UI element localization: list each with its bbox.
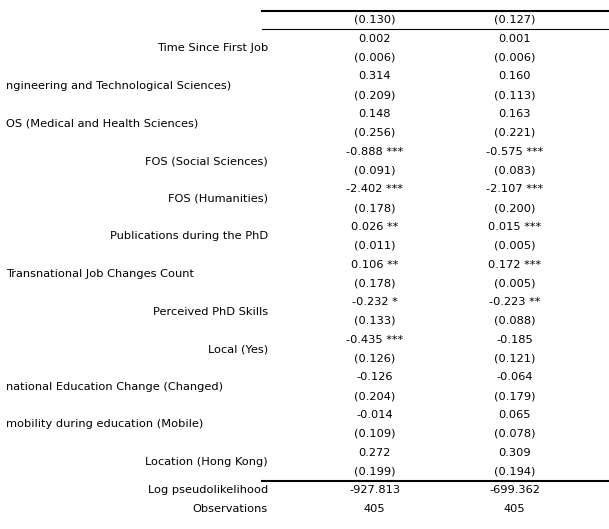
Text: -0.232 *: -0.232 * xyxy=(351,297,398,307)
Text: 405: 405 xyxy=(504,504,526,514)
Text: -0.014: -0.014 xyxy=(356,410,393,420)
Text: (0.133): (0.133) xyxy=(354,316,395,326)
Text: 0.015 ***: 0.015 *** xyxy=(488,222,541,232)
Text: Perceived PhD Skills: Perceived PhD Skills xyxy=(153,306,268,316)
Text: 0.172 ***: 0.172 *** xyxy=(488,260,541,269)
Text: (0.126): (0.126) xyxy=(354,353,395,363)
Text: Observations: Observations xyxy=(192,504,268,514)
Text: (0.209): (0.209) xyxy=(354,90,395,100)
Text: (0.091): (0.091) xyxy=(354,166,395,176)
Text: (0.194): (0.194) xyxy=(494,467,535,477)
Text: 0.002: 0.002 xyxy=(358,34,391,44)
Text: (0.221): (0.221) xyxy=(494,128,535,138)
Text: 0.106 **: 0.106 ** xyxy=(351,260,398,269)
Text: 0.065: 0.065 xyxy=(498,410,531,420)
Text: 0.314: 0.314 xyxy=(358,71,391,81)
Text: -2.107 ***: -2.107 *** xyxy=(486,184,543,194)
Text: 0.160: 0.160 xyxy=(498,71,531,81)
Text: -0.888 ***: -0.888 *** xyxy=(346,147,403,157)
Text: 0.272: 0.272 xyxy=(358,448,391,458)
Text: (0.256): (0.256) xyxy=(354,128,395,138)
Text: (0.109): (0.109) xyxy=(354,429,395,439)
Text: -0.575 ***: -0.575 *** xyxy=(486,147,543,157)
Text: -927.813: -927.813 xyxy=(349,485,400,495)
Text: (0.113): (0.113) xyxy=(494,90,535,100)
Text: FOS (Humanities): FOS (Humanities) xyxy=(168,194,268,204)
Text: (0.088): (0.088) xyxy=(494,316,535,326)
Text: (0.005): (0.005) xyxy=(494,241,535,251)
Text: 0.026 **: 0.026 ** xyxy=(351,222,398,232)
Text: (0.078): (0.078) xyxy=(494,429,535,439)
Text: -2.402 ***: -2.402 *** xyxy=(346,184,403,194)
Text: (0.006): (0.006) xyxy=(494,52,535,62)
Text: OS (Medical and Health Sciences): OS (Medical and Health Sciences) xyxy=(6,118,199,129)
Text: -699.362: -699.362 xyxy=(489,485,540,495)
Text: 0.148: 0.148 xyxy=(358,109,391,119)
Text: FOS (Social Sciences): FOS (Social Sciences) xyxy=(145,156,268,166)
Text: (0.006): (0.006) xyxy=(354,52,395,62)
Text: (0.127): (0.127) xyxy=(494,15,535,25)
Text: -0.185: -0.185 xyxy=(496,335,533,345)
Text: 405: 405 xyxy=(364,504,385,514)
Text: (0.199): (0.199) xyxy=(354,467,395,477)
Text: -0.126: -0.126 xyxy=(356,372,393,382)
Text: (0.178): (0.178) xyxy=(354,278,395,288)
Text: (0.121): (0.121) xyxy=(494,353,535,363)
Text: (0.204): (0.204) xyxy=(354,391,395,401)
Text: ngineering and Technological Sciences): ngineering and Technological Sciences) xyxy=(6,81,231,91)
Text: (0.083): (0.083) xyxy=(494,166,535,176)
Text: Location (Hong Kong): Location (Hong Kong) xyxy=(146,457,268,467)
Text: 0.001: 0.001 xyxy=(498,34,531,44)
Text: Local (Yes): Local (Yes) xyxy=(208,344,268,354)
Text: (0.179): (0.179) xyxy=(494,391,535,401)
Text: -0.223 **: -0.223 ** xyxy=(489,297,540,307)
Text: -0.064: -0.064 xyxy=(496,372,533,382)
Text: national Education Change (Changed): national Education Change (Changed) xyxy=(6,382,223,392)
Text: -0.435 ***: -0.435 *** xyxy=(346,335,403,345)
Text: Publications during the PhD: Publications during the PhD xyxy=(110,231,268,241)
Text: 0.309: 0.309 xyxy=(498,448,531,458)
Text: mobility during education (Mobile): mobility during education (Mobile) xyxy=(6,419,203,430)
Text: Time Since First Job: Time Since First Job xyxy=(157,43,268,53)
Text: (0.130): (0.130) xyxy=(354,15,395,25)
Text: (0.200): (0.200) xyxy=(494,203,535,213)
Text: (0.011): (0.011) xyxy=(354,241,395,251)
Text: Transnational Job Changes Count: Transnational Job Changes Count xyxy=(6,269,194,279)
Text: 0.163: 0.163 xyxy=(498,109,531,119)
Text: (0.178): (0.178) xyxy=(354,203,395,213)
Text: Log pseudolikelihood: Log pseudolikelihood xyxy=(148,485,268,495)
Text: (0.005): (0.005) xyxy=(494,278,535,288)
